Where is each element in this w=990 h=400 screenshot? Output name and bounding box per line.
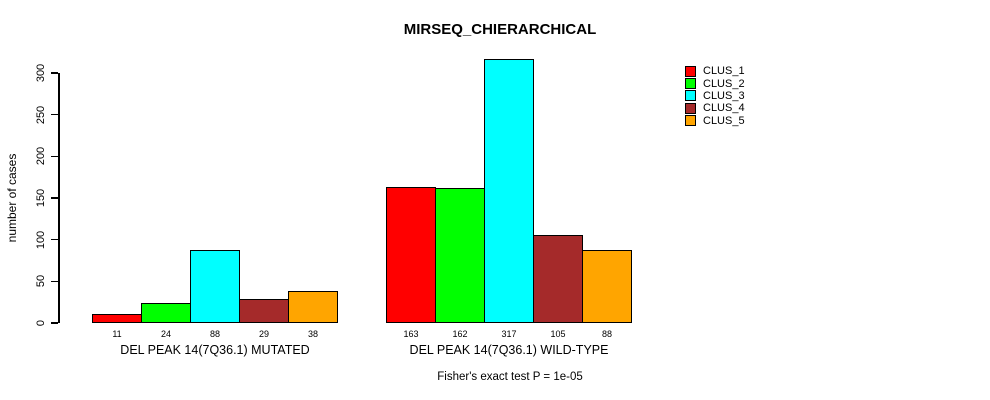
bar-value-label: 163 [403, 329, 419, 339]
legend-color-swatch [685, 115, 696, 127]
x-group-label-wild-type: DEL PEAK 14(7Q36.1) WILD-TYPE [409, 343, 609, 357]
bar-value-label: 11 [112, 329, 122, 339]
y-axis-tick [51, 197, 58, 199]
y-axis-tick-label: 150 [35, 188, 47, 208]
bar-clus_5 [582, 250, 632, 323]
y-axis-tick-label: 300 [35, 63, 47, 83]
bar-value-label: 29 [258, 329, 270, 339]
bar-clus_3 [484, 59, 534, 323]
y-axis-line [58, 73, 60, 323]
bar-clus_2 [435, 188, 485, 323]
y-axis-tick [51, 322, 58, 324]
bar-clus_3 [190, 250, 240, 323]
y-axis-tick-label: 250 [35, 105, 47, 124]
bar-clus_1 [92, 314, 142, 323]
y-axis-tick [51, 155, 58, 158]
bar-value-label: 162 [452, 329, 468, 339]
legend-color-swatch [685, 78, 696, 90]
legend-item-label: CLUS_1 [703, 65, 745, 78]
legend-color-swatch [685, 65, 696, 77]
legend-item-label: CLUS_3 [703, 89, 745, 102]
bar-value-label: 88 [601, 329, 613, 339]
legend-color-swatch [685, 90, 696, 102]
legend-item-clus-4: CLUS_4 [685, 102, 745, 114]
legend-item-clus-5: CLUS_5 [685, 115, 745, 127]
chart-title: MIRSEQ_CHIERARCHICAL [403, 21, 597, 38]
bar-value-label: 88 [209, 329, 221, 339]
legend-item-clus-2: CLUS_2 [685, 77, 745, 90]
x-group-label-mutated: DEL PEAK 14(7Q36.1) MUTATED [120, 343, 310, 357]
y-axis-tick [51, 113, 58, 116]
y-axis-tick [51, 72, 58, 74]
bar-value-label: 24 [160, 329, 172, 339]
fisher-test-annotation: Fisher's exact test P = 1e-05 [437, 371, 583, 383]
legend-item-label: CLUS_2 [703, 77, 745, 90]
y-axis-tick-label: 0 [35, 319, 47, 327]
y-axis-tick-label: 200 [35, 147, 47, 166]
bar-clus_4 [239, 299, 289, 323]
bar-value-label: 38 [307, 329, 319, 339]
bar-clus_2 [141, 303, 191, 323]
bar-value-label: 105 [550, 329, 566, 339]
y-axis-tick-label: 50 [35, 275, 47, 288]
y-axis-tick [51, 280, 58, 283]
legend-item-label: CLUS_5 [703, 114, 745, 127]
legend-item-clus-3: CLUS_3 [685, 90, 745, 102]
y-axis-tick-label: 100 [35, 230, 47, 249]
bar-clus_1 [386, 187, 436, 323]
bar-clus_4 [533, 235, 583, 323]
legend-color-swatch [685, 102, 696, 114]
bar-clus_5 [288, 291, 338, 323]
y-axis-tick [51, 238, 58, 241]
y-axis-label: number of cases [5, 153, 19, 243]
legend-item-clus-1: CLUS_1 [685, 65, 745, 77]
bar-value-label: 317 [501, 329, 517, 339]
legend-item-label: CLUS_4 [703, 102, 745, 115]
legend: CLUS_1 CLUS_2 CLUS_3 CLUS_4 CLUS_5 [685, 65, 745, 127]
